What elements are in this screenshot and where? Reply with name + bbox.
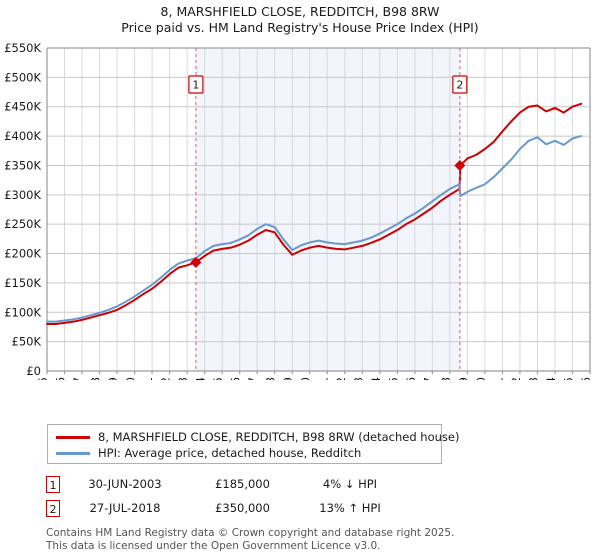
x-axis-tick-label: 2026	[579, 377, 593, 380]
sale-date: 30-JUN-2003	[88, 477, 162, 491]
x-axis-tick-label: 2016	[404, 377, 418, 380]
x-axis-tick-label: 2012	[334, 377, 348, 380]
sale-callout-box	[452, 75, 468, 94]
price-history-chart: £0 £50K £100K £150K £200K £250K £300K £350K £400…	[0, 40, 600, 380]
sale-price: £185,000	[215, 477, 270, 491]
y-axis-tick-label: £100K	[4, 305, 41, 319]
x-axis-tick-label: 2006	[229, 377, 243, 380]
page-title: 8, MARSHFIELD CLOSE, REDDITCH, B98 8RW	[160, 4, 440, 19]
y-axis-tick-label: £400K	[4, 129, 41, 143]
x-axis-tick-label: 2025	[561, 377, 575, 380]
y-axis-tick-label: £200K	[4, 247, 41, 261]
sale-callout-label: 2	[456, 79, 463, 92]
x-axis-tick-label: 1996	[54, 377, 68, 380]
x-axis-tick-label: 2022	[509, 377, 523, 380]
legend-label-property: 8, MARSHFIELD CLOSE, REDDITCH, B98 8RW (…	[98, 430, 460, 444]
page-subtitle: Price paid vs. HM Land Registry's House …	[121, 20, 479, 35]
x-axis-tick-label: 2014	[369, 377, 383, 380]
sale-price: £350,000	[215, 501, 270, 515]
y-axis-tick-label: £0	[26, 364, 41, 378]
footer-line-copyright: Contains HM Land Registry data © Crown c…	[46, 527, 455, 539]
x-axis-tick-label: 2005	[211, 377, 225, 380]
x-axis-tick-label: 2002	[159, 377, 173, 380]
sale-callout-label: 1	[192, 79, 199, 92]
x-axis-tick-label: 2001	[141, 377, 155, 380]
title-block: 8, MARSHFIELD CLOSE, REDDITCH, B98 8RW P…	[0, 4, 600, 36]
x-axis-tick-label: 2021	[491, 377, 505, 380]
x-axis-tick-label: 1997	[71, 377, 85, 380]
x-axis-tick-label: 1999	[106, 377, 120, 380]
series-line-hpi	[46, 135, 583, 323]
table-row: 2 27-JUL-2018 £350,000 13% ↑ HPI	[46, 496, 466, 520]
x-axis-tick-label: 2013	[351, 377, 365, 380]
legend-label-hpi: HPI: Average price, detached house, Redd…	[98, 446, 362, 460]
sale-point-marker	[190, 256, 202, 268]
legend-swatch-hpi	[56, 451, 90, 455]
sale-hpi-delta: 13% ↑ HPI	[319, 501, 381, 515]
x-axis-tick-label: 2004	[194, 377, 208, 380]
y-axis-tick-label: £500K	[4, 70, 41, 84]
x-axis-tick-label: 2009	[281, 377, 295, 380]
y-axis-tick-label: £550K	[4, 41, 41, 55]
footer-line-licence: This data is licensed under the Open Gov…	[46, 539, 381, 552]
y-axis-tick-label: £50K	[12, 335, 42, 349]
sale-date: 27-JUL-2018	[89, 501, 161, 515]
sale-point-marker	[454, 159, 466, 171]
table-row: 1 30-JUN-2003 £185,000 4% ↓ HPI	[46, 472, 466, 496]
x-axis-tick-label: 2019	[456, 377, 470, 380]
legend-item-property: 8, MARSHFIELD CLOSE, REDDITCH, B98 8RW (…	[56, 429, 459, 445]
x-axis-tick-label: 1995	[36, 377, 50, 380]
series-line-property	[46, 102, 583, 326]
y-axis-tick-label: £450K	[4, 100, 41, 114]
y-axis-tick-label: £350K	[4, 158, 41, 172]
sale-marker-badge: 2	[46, 499, 60, 517]
legend-swatch-property	[56, 435, 90, 439]
x-axis-tick-label: 2018	[439, 377, 453, 380]
legend-item-hpi: HPI: Average price, detached house, Redd…	[56, 445, 433, 461]
x-axis-tick-label: 2007	[246, 377, 260, 380]
x-axis-tick-label: 1998	[89, 377, 103, 380]
x-axis-tick-label: 2023	[526, 377, 540, 380]
x-axis-tick-label: 2020	[474, 377, 488, 380]
sale-hpi-delta: 4% ↓ HPI	[322, 477, 378, 491]
footer-attribution: Contains HM Land Registry data © Crown c…	[46, 527, 586, 552]
x-axis-tick-label: 2010	[299, 377, 313, 380]
x-axis-tick-label: 2024	[544, 377, 558, 380]
chart-legend: 8, MARSHFIELD CLOSE, REDDITCH, B98 8RW (…	[47, 424, 459, 464]
y-axis-tick-label: £300K	[4, 188, 41, 202]
x-axis-tick-label: 2011	[316, 377, 330, 380]
sales-table: 1 30-JUN-2003 £185,000 4% ↓ HPI 2 27-JUL…	[46, 472, 466, 520]
sale-callout-box	[188, 75, 204, 94]
x-axis-tick-label: 2017	[421, 377, 435, 380]
x-axis-tick-label: 2000	[124, 377, 138, 380]
sale-marker-badge: 1	[46, 475, 60, 493]
y-axis-tick-label: £150K	[4, 276, 41, 290]
chart-canvas: £0 £50K £100K £150K £200K £250K £300K £350K £400…	[4, 41, 593, 380]
x-axis-tick-label: 2015	[386, 377, 400, 380]
x-axis-tick-label: 2003	[176, 377, 190, 380]
x-axis-tick-label: 2008	[264, 377, 278, 380]
y-axis-tick-label: £250K	[4, 217, 41, 231]
